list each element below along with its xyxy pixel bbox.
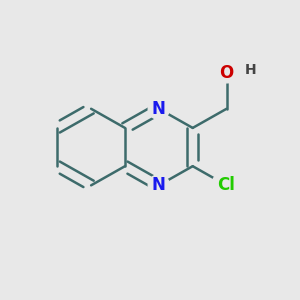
Circle shape [148,98,169,119]
Text: Cl: Cl [218,176,236,194]
Text: H: H [244,64,256,77]
Circle shape [217,64,236,83]
Text: N: N [152,176,166,194]
Circle shape [148,175,169,196]
Text: N: N [152,100,166,118]
Circle shape [212,171,241,200]
Circle shape [244,64,256,77]
Text: O: O [219,64,234,82]
